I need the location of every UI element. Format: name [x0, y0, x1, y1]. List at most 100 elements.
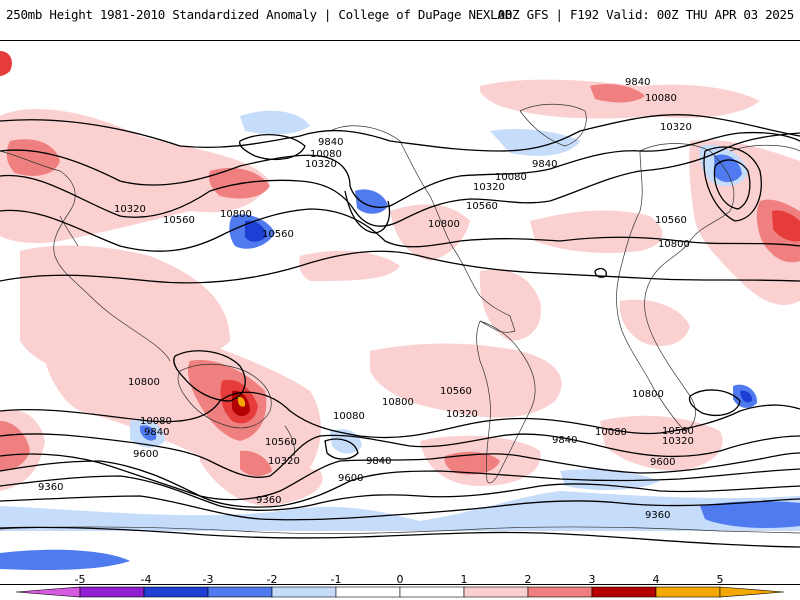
colorbar-tick-labels: -5 -4 -3 -2 -1 0 1 2 3 4 5: [0, 573, 800, 586]
pos1-region-e-pacific: [299, 250, 400, 281]
contour-label: 10320: [473, 182, 505, 193]
contour-label: 9600: [133, 449, 158, 460]
neg2-region-antarctic-e: [700, 501, 800, 529]
neg1-region-n-atlantic: [490, 129, 580, 156]
contour-9600-sh: [0, 495, 800, 521]
colorbar-tick: -2: [266, 573, 278, 586]
colorbar-cap-right: [719, 586, 785, 598]
colorbar-seg: [399, 586, 465, 598]
colorbar-strip: [15, 586, 785, 598]
contour-label: 10560: [466, 201, 498, 212]
contour-9840-sh: [0, 475, 800, 511]
pos1-region-nw-pacific: [0, 108, 270, 244]
contour-label: 9600: [650, 457, 675, 468]
contour-label: 10320: [268, 456, 300, 467]
contour-label: 9360: [38, 482, 63, 493]
pos5-region-australia: [237, 396, 246, 407]
contour-label: 9360: [256, 495, 281, 506]
contour-label: 10800: [658, 239, 690, 250]
contour-label: 9840: [552, 435, 577, 446]
contour-10560-sh: [0, 433, 800, 478]
contour-label: 9840: [366, 456, 391, 467]
contour-label: 10320: [662, 436, 694, 447]
colorbar: -5 -4 -3 -2 -1 0 1 2 3 4 5: [0, 573, 800, 600]
contour-ne-pac-trough: [344, 190, 391, 234]
colorbar-tick: 1: [460, 573, 468, 586]
contour-label: 9600: [338, 473, 363, 484]
pos2-region-s-atlantic: [444, 451, 500, 475]
contour-label: 9840: [625, 77, 650, 88]
contour-label: 10560: [262, 229, 294, 240]
colorbar-seg: [143, 586, 209, 598]
pos2-region-s-pacific: [240, 450, 272, 477]
neg2-region-ne-pacific: [355, 189, 388, 214]
coast-japan: [59, 215, 79, 247]
contour-label: 9360: [645, 510, 670, 521]
contour-10800-nh: [0, 250, 800, 284]
pos1-region-australia: [40, 333, 321, 485]
contour-label: 10800: [220, 209, 252, 220]
coastlines: [0, 103, 800, 534]
contour-pac-loop: [324, 438, 359, 460]
colorbar-tick: 0: [396, 573, 404, 586]
colorbar-seg: [655, 586, 721, 598]
contour-nw-pac-loop: [239, 134, 306, 160]
contour-label: 10320: [446, 409, 478, 420]
pos3-region-w-edge: [0, 51, 12, 76]
contour-label: 10800: [632, 389, 664, 400]
contour-labels: 9840 10080 10320 9840 10080 10320 9840 1…: [38, 77, 694, 521]
pos2-region-w-edge: [0, 421, 30, 471]
neg3-region-s-indian: [740, 390, 753, 403]
contour-label: 10080: [310, 149, 342, 160]
contour-label: 10800: [382, 397, 414, 408]
pos1-region-africa: [619, 299, 690, 346]
contour-10800-sh: [0, 391, 800, 439]
contour-label: 10800: [128, 377, 160, 388]
colorbar-seg: [207, 586, 273, 598]
anomaly-map: 9840 10080 10320 9840 10080 10320 9840 1…: [0, 40, 800, 585]
colorbar-seg: [527, 586, 593, 598]
contour-label: 9840: [532, 159, 557, 170]
coast-australia: [177, 363, 272, 429]
contour-label: 9840: [318, 137, 343, 148]
coast-n-america: [329, 125, 516, 333]
contour-label: 10560: [655, 215, 687, 226]
contour-10320-sh: [0, 452, 800, 501]
pos2-region-arctic: [590, 84, 645, 103]
height-contours: [0, 114, 800, 548]
colorbar-seg: [463, 586, 529, 598]
neg1-region-n-pacific: [240, 110, 310, 135]
neg1-region-antarctic: [0, 491, 800, 531]
map-title: 250mb Height 1981-2010 Standardized Anom…: [6, 7, 512, 22]
run-info: 00Z GFS | F192 Valid: 00Z THU APR 03 202…: [497, 7, 795, 22]
contour-label: 10800: [428, 219, 460, 230]
colorbar-seg: [591, 586, 657, 598]
colorbar-tick: 3: [588, 573, 596, 586]
contour-aus-high: [173, 350, 246, 402]
pos3-region-europe: [772, 210, 800, 242]
colorbar-seg: [335, 586, 401, 598]
contour-9840-nh: [0, 114, 800, 152]
contour-label: 10560: [662, 426, 694, 437]
contour-label: 10320: [114, 204, 146, 215]
colorbar-tick: -3: [202, 573, 214, 586]
contour-s-indian-loop: [688, 389, 741, 416]
coast-s-america: [476, 320, 536, 484]
contour-label: 10080: [645, 93, 677, 104]
colorbar-tick: 5: [716, 573, 724, 586]
colorbar-tick: 4: [652, 573, 660, 586]
pos1-region-s-indian: [600, 415, 723, 471]
contour-europe-low: [703, 146, 762, 222]
contour-label: 10080: [333, 411, 365, 422]
contour-label: 9840: [144, 427, 169, 438]
colorbar-tick: 2: [524, 573, 532, 586]
contour-label: 10560: [440, 386, 472, 397]
contour-label: 10320: [305, 159, 337, 170]
contour-label: 10560: [265, 437, 297, 448]
pos1-region-atlantic: [479, 269, 541, 341]
neg2-region-s-pacific: [140, 425, 157, 441]
colorbar-seg: [271, 586, 337, 598]
pos1-region-s-america: [370, 343, 562, 418]
contour-label: 10080: [595, 427, 627, 438]
coast-asia: [0, 144, 800, 362]
